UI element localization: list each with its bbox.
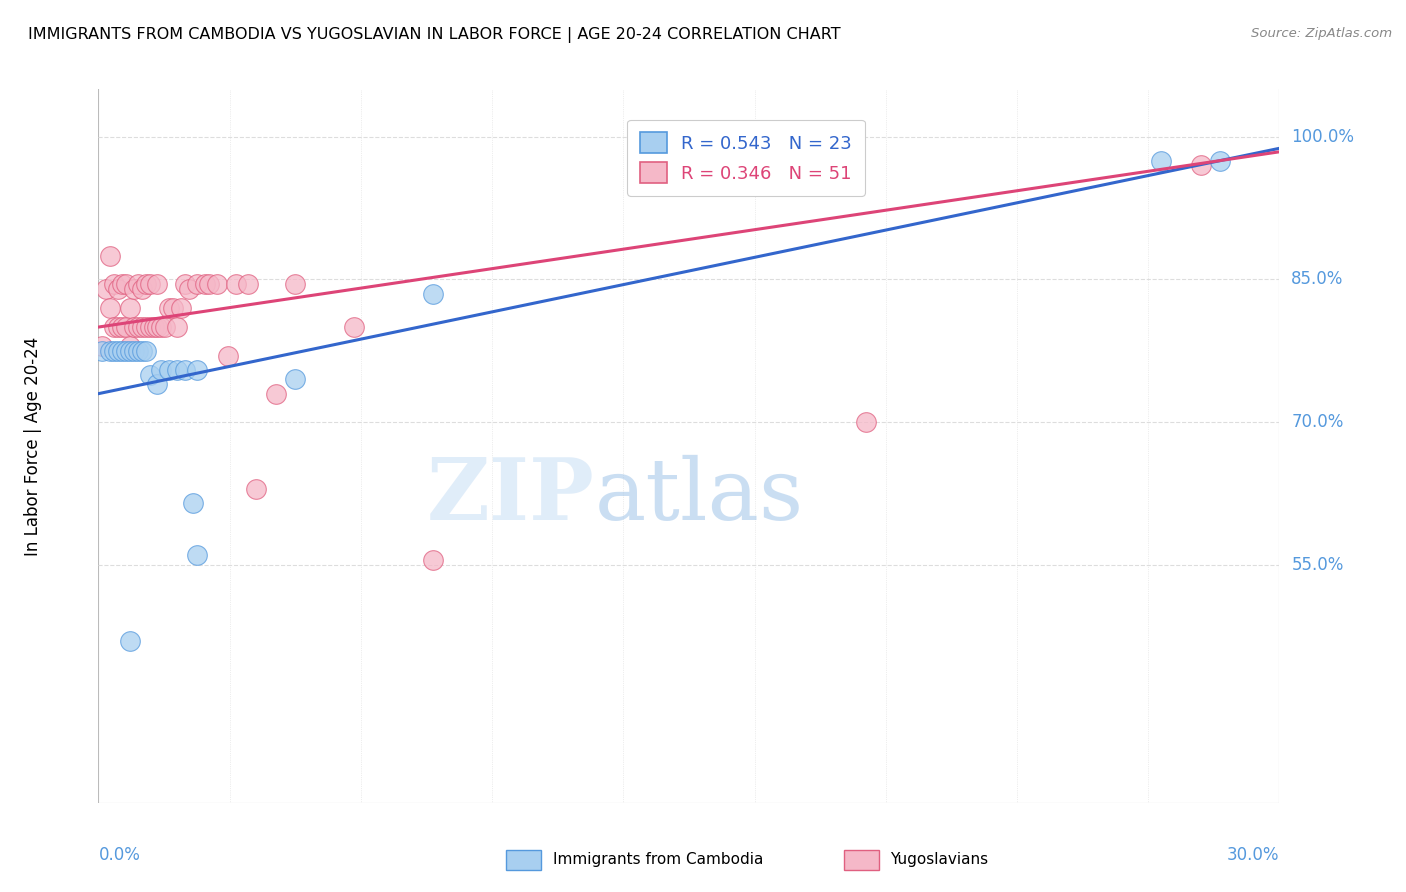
Point <box>107 343 129 358</box>
Point <box>135 320 157 334</box>
Point <box>115 277 138 292</box>
Point <box>186 549 208 563</box>
Point <box>197 277 219 292</box>
Point <box>98 249 121 263</box>
Point <box>343 320 366 334</box>
Point <box>150 363 173 377</box>
Point <box>146 320 169 334</box>
Point <box>855 415 877 429</box>
Point <box>98 301 121 315</box>
Point <box>146 277 169 292</box>
Point <box>118 339 141 353</box>
Point <box>162 301 184 315</box>
Point <box>217 349 239 363</box>
Text: In Labor Force | Age 20-24: In Labor Force | Age 20-24 <box>24 336 42 556</box>
Point <box>131 343 153 358</box>
Point <box>131 282 153 296</box>
Point <box>138 320 160 334</box>
Point <box>122 343 145 358</box>
Point <box>118 343 141 358</box>
Point <box>111 320 134 334</box>
Point <box>96 282 118 296</box>
Point <box>138 368 160 382</box>
Point <box>122 282 145 296</box>
Text: 30.0%: 30.0% <box>1227 846 1279 863</box>
Point <box>174 277 197 292</box>
Point <box>115 343 138 358</box>
Point <box>127 320 149 334</box>
Point <box>115 320 138 334</box>
Point <box>245 482 267 496</box>
Point <box>166 363 188 377</box>
Point <box>835 158 858 172</box>
Point <box>122 320 145 334</box>
Point <box>756 158 779 172</box>
Point <box>181 496 204 510</box>
Text: 0.0%: 0.0% <box>98 846 141 863</box>
Point <box>127 277 149 292</box>
Point <box>170 301 193 315</box>
Point <box>118 634 141 648</box>
Point <box>127 343 149 358</box>
Point <box>146 377 169 392</box>
Point <box>422 286 444 301</box>
Point <box>186 277 208 292</box>
Point <box>107 320 129 334</box>
Point <box>166 320 188 334</box>
Point <box>284 372 307 386</box>
Point <box>150 320 173 334</box>
Point <box>1209 153 1232 168</box>
Point <box>131 320 153 334</box>
Legend: R = 0.543   N = 23, R = 0.346   N = 51: R = 0.543 N = 23, R = 0.346 N = 51 <box>627 120 865 195</box>
Point <box>157 301 180 315</box>
Text: ZIP: ZIP <box>426 454 595 538</box>
Point <box>91 339 114 353</box>
Text: Source: ZipAtlas.com: Source: ZipAtlas.com <box>1251 27 1392 40</box>
Point <box>194 277 217 292</box>
Point <box>1189 158 1212 172</box>
Point <box>103 320 125 334</box>
Point <box>103 277 125 292</box>
Point <box>91 343 114 358</box>
Text: IMMIGRANTS FROM CAMBODIA VS YUGOSLAVIAN IN LABOR FORCE | AGE 20-24 CORRELATION C: IMMIGRANTS FROM CAMBODIA VS YUGOSLAVIAN … <box>28 27 841 43</box>
Point <box>186 363 208 377</box>
Point <box>422 553 444 567</box>
Text: atlas: atlas <box>595 454 804 538</box>
Point <box>1150 153 1173 168</box>
Point <box>284 277 307 292</box>
Text: 85.0%: 85.0% <box>1291 270 1344 288</box>
Point <box>135 277 157 292</box>
Point <box>157 363 180 377</box>
Text: Yugoslavians: Yugoslavians <box>890 853 988 867</box>
Point <box>135 343 157 358</box>
Point <box>138 277 160 292</box>
Point <box>118 301 141 315</box>
Point <box>236 277 259 292</box>
Point <box>264 386 287 401</box>
Point <box>107 282 129 296</box>
Point <box>174 363 197 377</box>
Text: 55.0%: 55.0% <box>1291 556 1344 574</box>
Point <box>111 343 134 358</box>
Point <box>142 320 165 334</box>
Point <box>177 282 200 296</box>
Point <box>225 277 247 292</box>
Text: Immigrants from Cambodia: Immigrants from Cambodia <box>553 853 763 867</box>
Point <box>111 277 134 292</box>
Point <box>103 343 125 358</box>
Text: 70.0%: 70.0% <box>1291 413 1344 431</box>
Point <box>205 277 228 292</box>
Text: 100.0%: 100.0% <box>1291 128 1354 145</box>
Point <box>98 343 121 358</box>
Point <box>155 320 177 334</box>
